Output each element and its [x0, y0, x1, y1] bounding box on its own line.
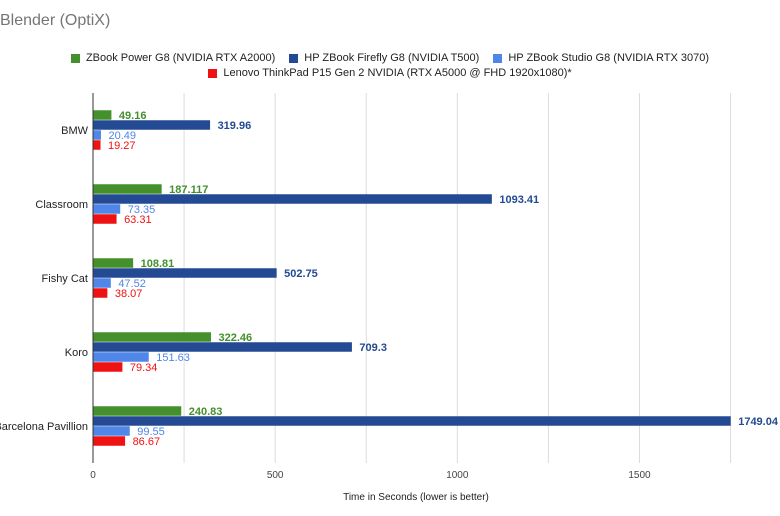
- x-tick-label: 1500: [628, 470, 651, 481]
- data-label: 38.07: [115, 288, 143, 300]
- data-label: 20.49: [108, 130, 136, 142]
- data-label: 240.83: [189, 406, 223, 418]
- data-label: 108.81: [141, 258, 175, 270]
- category-label: Barcelona Pavillion: [0, 421, 88, 433]
- data-label: 151.63: [156, 352, 190, 364]
- data-label: 322.46: [218, 332, 252, 344]
- legend-label: Lenovo ThinkPad P15 Gen 2 NVIDIA (RTX A5…: [223, 67, 572, 79]
- category-label: Classroom: [35, 199, 88, 211]
- data-label: 1749.04: [738, 416, 779, 428]
- legend-label: HP ZBook Firefly G8 (NVIDIA T500): [304, 52, 480, 64]
- bar-4: [93, 214, 117, 224]
- legend-row: Lenovo ThinkPad P15 Gen 2 NVIDIA (RTX A5…: [0, 67, 780, 79]
- category-label: BMW: [61, 125, 89, 137]
- bar-1: [93, 110, 112, 120]
- legend-label: HP ZBook Studio G8 (NVIDIA RTX 3070): [508, 52, 710, 64]
- bar-2: [93, 342, 352, 352]
- x-tick-label: 1000: [446, 470, 469, 481]
- bar-2: [93, 416, 731, 426]
- legend-label: ZBook Power G8 (NVIDIA RTX A2000): [85, 52, 276, 64]
- bar-3: [93, 352, 149, 362]
- x-tick-label: 500: [267, 470, 284, 481]
- bar-1: [93, 406, 182, 416]
- data-label: 1093.41: [499, 194, 539, 206]
- data-label: 187.117: [169, 184, 208, 196]
- legend-item-zbook-power[interactable]: ZBook Power G8 (NVIDIA RTX A2000): [70, 52, 276, 64]
- legend-swatch: [208, 68, 218, 78]
- bar-3: [93, 426, 130, 436]
- legend-row: ZBook Power G8 (NVIDIA RTX A2000) HP ZBo…: [0, 52, 780, 64]
- bar-1: [93, 184, 162, 194]
- legend-item-thinkpad-p15[interactable]: Lenovo ThinkPad P15 Gen 2 NVIDIA (RTX A5…: [208, 67, 572, 79]
- bar-1: [93, 258, 134, 268]
- bar-3: [93, 130, 101, 140]
- data-label: 502.75: [284, 268, 318, 280]
- data-label: 99.55: [137, 426, 165, 438]
- data-label: 63.31: [124, 214, 152, 226]
- bar-3: [93, 278, 111, 288]
- category-label: Fishy Cat: [42, 273, 88, 285]
- data-label: 709.3: [359, 342, 387, 354]
- data-label: 47.52: [118, 278, 146, 290]
- legend-swatch: [70, 53, 80, 63]
- data-label: 319.96: [218, 120, 252, 132]
- legend-item-zbook-studio[interactable]: HP ZBook Studio G8 (NVIDIA RTX 3070): [493, 52, 709, 64]
- bar-2: [93, 194, 492, 204]
- data-label: 79.34: [130, 362, 158, 374]
- bar-4: [93, 362, 123, 372]
- legend-swatch: [493, 53, 503, 63]
- data-label: 73.35: [128, 204, 156, 216]
- bar-3: [93, 204, 121, 214]
- data-label: 86.67: [133, 436, 161, 448]
- data-label: 19.27: [108, 140, 136, 152]
- bar-1: [93, 332, 211, 342]
- bar-2: [93, 120, 211, 130]
- x-tick-label: 0: [90, 470, 96, 481]
- bar-2: [93, 268, 277, 278]
- chart-title: Blender (OptiX): [0, 12, 111, 29]
- category-label: Koro: [65, 347, 88, 359]
- legend-item-zbook-firefly[interactable]: HP ZBook Firefly G8 (NVIDIA T500): [289, 52, 479, 64]
- legend-swatch: [289, 53, 299, 63]
- bar-4: [93, 436, 126, 446]
- bar-4: [93, 140, 101, 150]
- bar-4: [93, 288, 108, 298]
- data-label: 49.16: [119, 110, 147, 122]
- x-axis-title: Time in Seconds (lower is better): [343, 492, 489, 503]
